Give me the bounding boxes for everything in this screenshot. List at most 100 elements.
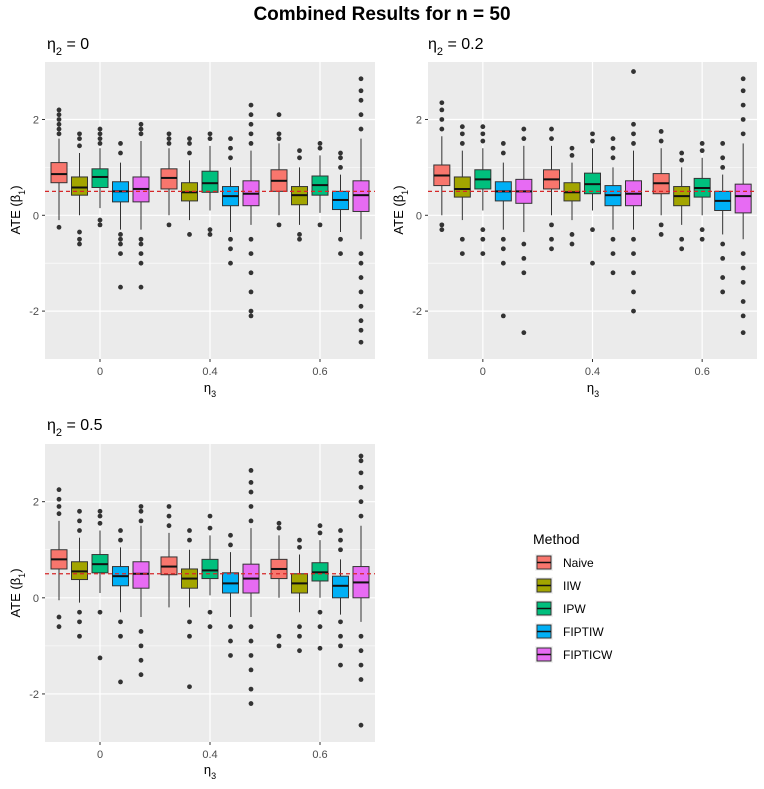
outlier-point — [228, 246, 233, 252]
box-fipticw — [132, 121, 150, 290]
y-tick-label: 0 — [33, 210, 39, 222]
outlier-point — [358, 453, 364, 459]
outlier-point — [97, 520, 103, 526]
outlier-point — [631, 308, 636, 314]
box-fipticw — [352, 76, 370, 345]
outlier-point — [358, 112, 364, 118]
outlier-point — [358, 318, 364, 324]
outlier-point — [118, 284, 123, 290]
box-body — [734, 183, 752, 214]
outlier-point — [187, 136, 192, 142]
outlier-point — [276, 643, 282, 649]
outlier-point — [138, 236, 144, 242]
outlier-point — [699, 236, 705, 242]
outlier-point — [521, 256, 527, 261]
box-ipw — [693, 141, 711, 242]
box-fipticw — [515, 126, 533, 336]
box-body — [201, 558, 219, 580]
outlier-point — [248, 504, 254, 509]
box-iiw — [71, 508, 88, 639]
y-tick-label: -2 — [29, 306, 39, 318]
outlier-point — [569, 232, 575, 237]
outlier-point — [187, 141, 192, 146]
x-tick-label: 0 — [97, 366, 103, 378]
outlier-point — [248, 518, 254, 524]
outlier-point — [358, 289, 364, 295]
x-tick-label: 0.4 — [202, 366, 217, 378]
outlier-point — [740, 265, 746, 271]
outlier-point — [590, 227, 595, 233]
outlier-point — [631, 270, 636, 276]
box-naive — [433, 100, 451, 233]
outlier-point — [740, 279, 746, 285]
outlier-point — [631, 251, 636, 257]
outlier-point — [480, 131, 486, 137]
outlier-point — [228, 260, 233, 266]
x-tick-label: 0.4 — [585, 366, 600, 378]
outlier-point — [740, 251, 746, 257]
outlier-point — [187, 619, 192, 625]
outlier-point — [248, 653, 254, 658]
outlier-point — [610, 251, 616, 257]
outlier-point — [118, 537, 123, 543]
outlier-point — [358, 499, 364, 505]
box-naive — [652, 129, 670, 237]
outlier-point — [358, 303, 364, 309]
panel-title: η2 = 0 — [47, 36, 89, 58]
outlier-point — [248, 289, 254, 295]
outlier-point — [56, 107, 62, 113]
box-fipticw — [242, 468, 260, 706]
outlier-point — [500, 313, 506, 319]
outlier-point — [56, 496, 62, 502]
x-tick-label: 0.6 — [312, 366, 327, 378]
box-ipw — [201, 131, 219, 237]
outlier-point — [138, 657, 144, 663]
outlier-point — [207, 136, 213, 142]
outlier-point — [138, 518, 144, 524]
outlier-point — [207, 609, 213, 615]
outlier-point — [138, 121, 144, 127]
y-tick-label: 2 — [33, 497, 39, 509]
legend-title: Method — [533, 531, 580, 547]
outlier-point — [297, 544, 302, 550]
outlier-point — [610, 155, 616, 161]
box-naive — [543, 126, 560, 252]
outlier-point — [358, 633, 364, 639]
outlier-point — [207, 513, 213, 519]
outlier-point — [276, 112, 282, 118]
outlier-point — [118, 619, 123, 625]
outlier-point — [276, 136, 282, 142]
outlier-point — [459, 131, 465, 137]
y-axis-label: ATE (β1) — [8, 185, 27, 234]
outlier-point — [166, 131, 172, 137]
outlier-point — [610, 270, 616, 276]
outlier-point — [228, 542, 233, 548]
outlier-point — [77, 518, 82, 524]
outlier-point — [358, 327, 364, 333]
outlier-point — [248, 667, 254, 673]
outlier-point — [248, 251, 254, 257]
outlier-point — [317, 530, 323, 536]
outlier-point — [549, 236, 554, 242]
outlier-point — [317, 141, 323, 146]
outlier-point — [480, 251, 486, 257]
outlier-point — [569, 241, 575, 247]
outlier-point — [297, 633, 302, 639]
outlier-point — [480, 236, 486, 242]
outlier-point — [720, 141, 726, 146]
box-fipticw — [352, 453, 370, 728]
outlier-point — [138, 126, 144, 132]
outlier-point — [97, 141, 103, 146]
outlier-point — [248, 638, 254, 644]
outlier-point — [97, 508, 103, 514]
outlier-point — [228, 145, 233, 151]
outlier-point — [276, 633, 282, 639]
outlier-point — [77, 528, 82, 533]
outlier-point — [459, 141, 465, 146]
outlier-point — [248, 489, 254, 495]
outlier-point — [248, 468, 254, 473]
outlier-point — [297, 236, 302, 242]
legend-label: Naive — [563, 556, 594, 570]
outlier-point — [358, 275, 364, 280]
outlier-point — [338, 643, 343, 649]
